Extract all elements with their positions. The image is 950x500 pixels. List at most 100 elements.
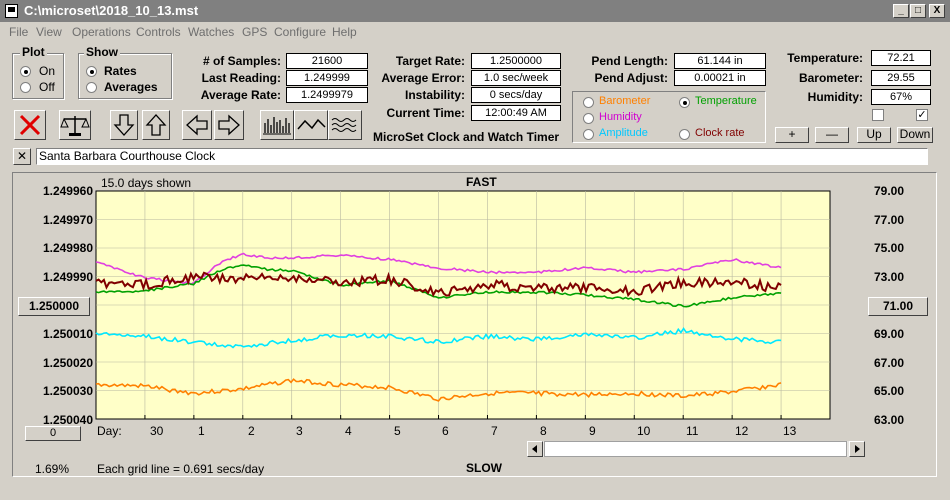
rate-chart[interactable]	[95, 190, 865, 420]
down-button[interactable]: Down	[897, 127, 933, 143]
scroll-left-button[interactable]	[527, 441, 543, 457]
day-tick-label: 10	[637, 424, 651, 438]
sensor-temperature-radio[interactable]	[679, 97, 690, 108]
scroll-right-icon	[855, 445, 860, 453]
sensor-humidity-label: Humidity	[599, 111, 642, 123]
day-tick-label: 3	[296, 424, 303, 438]
sensor-barometer-radio[interactable]	[583, 97, 594, 108]
horizontal-scrollbar[interactable]	[527, 441, 865, 457]
menu-help[interactable]: Help	[332, 25, 357, 39]
day-tick-label: 1	[198, 424, 205, 438]
close-button[interactable]: X	[929, 4, 945, 18]
menu-controls[interactable]: Controls	[136, 25, 181, 39]
menu-configure[interactable]: Configure	[274, 25, 327, 39]
menu-operations[interactable]: Operations	[72, 25, 131, 39]
arrow-left-icon	[186, 114, 208, 136]
maximize-button[interactable]: □	[910, 4, 926, 18]
sensor-select-box	[572, 91, 766, 143]
barometer-field[interactable]: 29.55	[871, 70, 931, 86]
percent-label: 1.69%	[35, 462, 70, 476]
target-rate-field[interactable]: 1.2500000	[471, 53, 561, 69]
clock-name-field[interactable]: Santa Barbara Courthouse Clock	[36, 148, 928, 165]
plot-off-radio[interactable]	[20, 82, 31, 93]
average-error-field[interactable]: 1.0 sec/week	[471, 70, 561, 86]
minimize-button[interactable]: _	[893, 4, 909, 18]
balance-button[interactable]	[59, 110, 91, 140]
sensor-barometer-label: Barometer	[599, 95, 651, 107]
fast-label: FAST	[466, 175, 497, 189]
temperature-field[interactable]: 72.21	[871, 50, 931, 66]
day-tick-label: 12	[735, 424, 749, 438]
option-checkbox-1[interactable]	[872, 109, 884, 121]
menu-gps[interactable]: GPS	[242, 25, 268, 39]
last-reading-field[interactable]: 1.249999	[286, 70, 368, 86]
menu-bar: File View Operations Controls Watches GP…	[0, 22, 950, 41]
day-tick-label: 5	[394, 424, 401, 438]
sensor-amplitude-radio[interactable]	[583, 129, 594, 140]
up-button[interactable]: Up	[857, 127, 891, 143]
increase-button[interactable]: +	[775, 127, 809, 143]
arrow-up-icon	[145, 114, 167, 136]
left-arrow-button[interactable]	[182, 110, 212, 140]
sensor-humidity-radio[interactable]	[583, 113, 594, 124]
noise-lines-icon	[331, 118, 357, 132]
left-bottom-button[interactable]: 0	[25, 426, 81, 441]
balance-scale-icon	[60, 116, 90, 136]
right-axis-selected-button[interactable]: 71.00	[868, 297, 928, 316]
day-axis-label: Day:	[97, 424, 122, 438]
sensor-amplitude-label: Amplitude	[599, 127, 648, 139]
right-tick-label: 69.00	[874, 327, 905, 341]
day-tick-label: 6	[442, 424, 449, 438]
stop-button[interactable]	[14, 110, 46, 140]
samples-field[interactable]: 21600	[286, 53, 368, 69]
pend-length-field[interactable]: 61.144 in	[674, 53, 766, 69]
menu-view[interactable]: View	[36, 25, 62, 39]
window-title: C:\microset\2018_10_13.mst	[24, 3, 199, 18]
wave-view-button[interactable]	[294, 110, 328, 140]
humidity-field[interactable]: 67%	[871, 89, 931, 105]
slow-label: SLOW	[466, 461, 502, 475]
sensor-temperature-label: Temperature	[695, 95, 757, 107]
option-checkbox-2[interactable]: ✓	[916, 109, 928, 121]
menu-file[interactable]: File	[9, 25, 29, 39]
app-label: MicroSet Clock and Watch Timer	[373, 130, 560, 144]
day-tick-label: 4	[345, 424, 352, 438]
average-rate-label: Average Rate:	[200, 88, 281, 102]
instability-label: Instability:	[404, 88, 465, 102]
wave-icon	[297, 118, 326, 130]
pend-adjust-field[interactable]: 0.00021 in	[674, 70, 766, 86]
up-arrow-button[interactable]	[142, 110, 170, 140]
title-bar: C:\microset\2018_10_13.mst _ □ X	[0, 0, 950, 22]
average-rate-field[interactable]: 1.2499979	[286, 87, 368, 103]
scroll-left-icon	[532, 445, 537, 453]
noise-view-button[interactable]	[328, 110, 362, 140]
left-tick-label: 1.249970	[42, 213, 93, 227]
day-tick-label: 11	[686, 424, 699, 438]
day-tick-label: 7	[491, 424, 498, 438]
left-tick-label: 1.250030	[42, 384, 93, 398]
scroll-thumb[interactable]	[544, 441, 847, 457]
instability-field[interactable]: 0 secs/day	[471, 87, 561, 103]
down-arrow-button[interactable]	[110, 110, 138, 140]
show-group-title: Show	[84, 45, 120, 59]
scroll-right-button[interactable]	[849, 441, 865, 457]
right-tick-label: 77.00	[874, 213, 905, 227]
show-rates-radio[interactable]	[86, 66, 97, 77]
red-x-icon	[19, 114, 41, 136]
left-tick-label: 1.249990	[42, 270, 93, 284]
right-arrow-button[interactable]	[214, 110, 244, 140]
pend-adjust-label: Pend Adjust:	[594, 71, 668, 85]
plot-on-radio[interactable]	[20, 66, 31, 77]
current-time-field[interactable]: 12:00:49 AM	[471, 105, 561, 121]
bars-view-button[interactable]	[260, 110, 294, 140]
right-tick-label: 75.00	[874, 241, 905, 255]
show-averages-radio[interactable]	[86, 82, 97, 93]
left-axis-selected-button[interactable]: 1.250000	[18, 297, 90, 316]
menu-watches[interactable]: Watches	[188, 25, 235, 39]
sensor-clockrate-radio[interactable]	[679, 129, 690, 140]
app-icon	[5, 4, 18, 18]
barometer-label: Barometer:	[798, 71, 863, 85]
decrease-button[interactable]: —	[815, 127, 849, 143]
clear-clock-button[interactable]: ✕	[13, 148, 31, 165]
plot-off-label: Off	[39, 80, 55, 94]
